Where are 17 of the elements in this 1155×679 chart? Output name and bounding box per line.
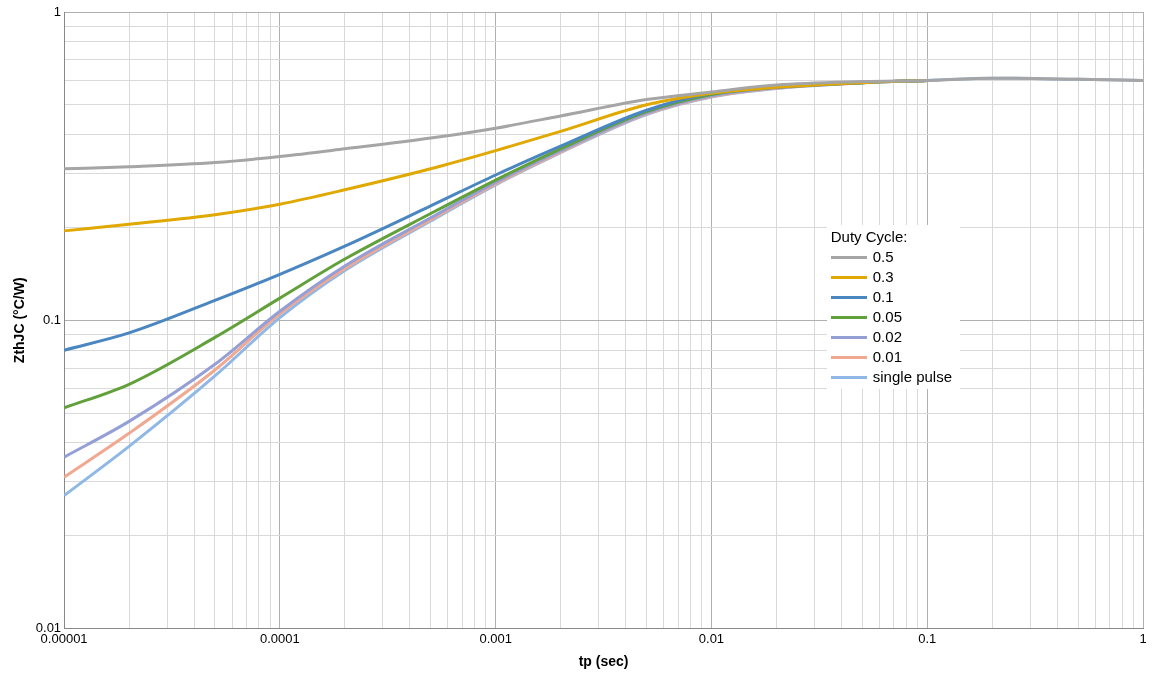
x-tick-label: 0.001	[479, 630, 512, 646]
legend-label: 0.3	[872, 267, 894, 287]
y-tick-label: 1	[53, 3, 62, 19]
x-axis-title: tp (sec)	[578, 653, 629, 670]
x-tick-label: 0.01	[698, 630, 725, 646]
y-axis-title: ZthJC (°C/W)	[11, 277, 28, 364]
legend-label: single pulse	[872, 367, 952, 387]
legend-label: 0.02	[872, 327, 902, 347]
x-tick-label: 1	[1139, 630, 1147, 646]
y-tick-label: 0.1	[43, 311, 62, 327]
legend-label: 0.1	[872, 287, 894, 307]
legend-label: 0.5	[872, 247, 894, 267]
x-tick-label: 0.1	[918, 630, 937, 646]
x-tick-label: 0.0001	[260, 630, 300, 646]
legend-label: 0.05	[872, 307, 902, 327]
legend-label: 0.01	[872, 347, 902, 367]
legend-title: Duty Cycle:	[830, 227, 909, 247]
